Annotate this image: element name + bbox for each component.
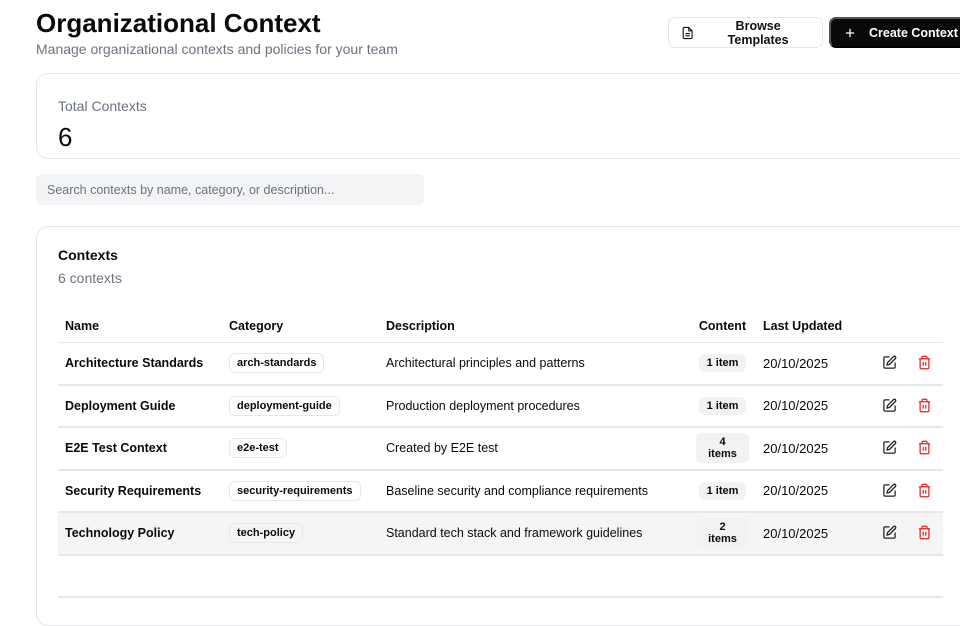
create-context-button[interactable]: Create Context bbox=[829, 17, 960, 48]
page-subtitle: Manage organizational contexts and polic… bbox=[36, 41, 398, 57]
col-content[interactable]: Content bbox=[689, 310, 756, 343]
row-description: Production deployment procedures bbox=[379, 384, 689, 428]
plus-icon bbox=[845, 28, 855, 37]
row-name: Architecture Standards bbox=[58, 342, 222, 386]
stat-value: 6 bbox=[58, 122, 73, 152]
contexts-title: Contexts bbox=[58, 247, 118, 263]
trash-icon[interactable] bbox=[917, 398, 933, 414]
row-updated: 20/10/2025 bbox=[756, 469, 861, 513]
row-updated: 20/10/2025 bbox=[756, 512, 861, 556]
category-tag: tech-policy bbox=[229, 523, 304, 544]
trash-icon[interactable] bbox=[917, 483, 933, 499]
content-count-badge: 4 items bbox=[696, 433, 749, 464]
row-category-cell: security-requirements bbox=[222, 469, 379, 513]
category-tag: arch-standards bbox=[229, 353, 325, 373]
row-content-cell: 1 item bbox=[689, 469, 756, 513]
category-tag: e2e-test bbox=[229, 438, 287, 459]
row-name: Security Requirements bbox=[58, 469, 222, 513]
row-actions bbox=[861, 384, 943, 428]
col-category[interactable]: Category bbox=[222, 310, 379, 343]
col-actions bbox=[861, 310, 943, 343]
edit-icon[interactable] bbox=[882, 398, 898, 414]
row-description: Standard tech stack and framework guidel… bbox=[379, 512, 689, 556]
browse-templates-label: Browse Templates bbox=[727, 18, 789, 47]
content-count-badge: 2 items bbox=[696, 518, 749, 549]
table-row[interactable]: Architecture Standards arch-standards Ar… bbox=[58, 342, 943, 386]
browse-templates-button[interactable]: Browse Templates bbox=[668, 17, 823, 48]
row-actions bbox=[861, 342, 943, 386]
table-row[interactable] bbox=[58, 554, 943, 598]
page-title: Organizational Context bbox=[36, 8, 321, 38]
row-updated: 20/10/2025 bbox=[756, 384, 861, 428]
contexts-table: Name Category Description Content Last U… bbox=[58, 310, 943, 598]
trash-icon[interactable] bbox=[917, 525, 933, 541]
row-name: Technology Policy bbox=[58, 512, 222, 556]
row-content-cell: 1 item bbox=[689, 384, 756, 428]
row-name: E2E Test Context bbox=[58, 427, 222, 471]
stat-label: Total Contexts bbox=[58, 98, 147, 114]
table-row[interactable]: Deployment Guide deployment-guide Produc… bbox=[58, 384, 943, 428]
row-description: Created by E2E test bbox=[379, 427, 689, 471]
table-row[interactable]: Technology Policy tech-policy Standard t… bbox=[58, 512, 943, 556]
row-name: Deployment Guide bbox=[58, 384, 222, 428]
row-content-cell: 1 item bbox=[689, 342, 756, 386]
edit-icon[interactable] bbox=[882, 525, 898, 541]
row-updated: 20/10/2025 bbox=[756, 427, 861, 471]
category-tag: deployment-guide bbox=[229, 395, 340, 416]
contexts-card: Contexts 6 contexts Name Category Descri… bbox=[36, 226, 960, 626]
col-last-updated[interactable]: Last Updated bbox=[756, 310, 861, 343]
edit-icon[interactable] bbox=[882, 355, 898, 371]
total-contexts-card: Total Contexts 6 bbox=[36, 73, 960, 159]
row-description: Architectural principles and patterns bbox=[379, 342, 689, 386]
content-count-badge: 1 item bbox=[698, 396, 747, 415]
content-count-badge: 1 item bbox=[698, 354, 747, 372]
row-category-cell: deployment-guide bbox=[222, 384, 379, 428]
col-description[interactable]: Description bbox=[379, 310, 689, 343]
create-context-label: Create Context bbox=[869, 25, 958, 40]
content-count-badge: 1 item bbox=[698, 481, 747, 500]
trash-icon[interactable] bbox=[917, 440, 933, 456]
row-description: Baseline security and compliance require… bbox=[379, 469, 689, 513]
col-name[interactable]: Name bbox=[58, 310, 222, 343]
trash-icon[interactable] bbox=[917, 355, 933, 371]
edit-icon[interactable] bbox=[882, 440, 898, 456]
row-actions bbox=[861, 512, 943, 556]
document-icon bbox=[682, 26, 693, 39]
row-content-cell: 2 items bbox=[689, 512, 756, 556]
row-actions bbox=[861, 427, 943, 471]
table-row[interactable]: E2E Test Context e2e-test Created by E2E… bbox=[58, 427, 943, 471]
row-category-cell: tech-policy bbox=[222, 512, 379, 556]
row-updated: 20/10/2025 bbox=[756, 342, 861, 386]
row-content-cell: 4 items bbox=[689, 427, 756, 471]
edit-icon[interactable] bbox=[882, 483, 898, 499]
row-category-cell: arch-standards bbox=[222, 342, 379, 386]
contexts-count: 6 contexts bbox=[58, 270, 122, 286]
row-actions bbox=[861, 469, 943, 513]
row-category-cell: e2e-test bbox=[222, 427, 379, 471]
search-input[interactable] bbox=[36, 174, 424, 205]
table-row[interactable]: Security Requirements security-requireme… bbox=[58, 469, 943, 513]
category-tag: security-requirements bbox=[229, 480, 361, 501]
